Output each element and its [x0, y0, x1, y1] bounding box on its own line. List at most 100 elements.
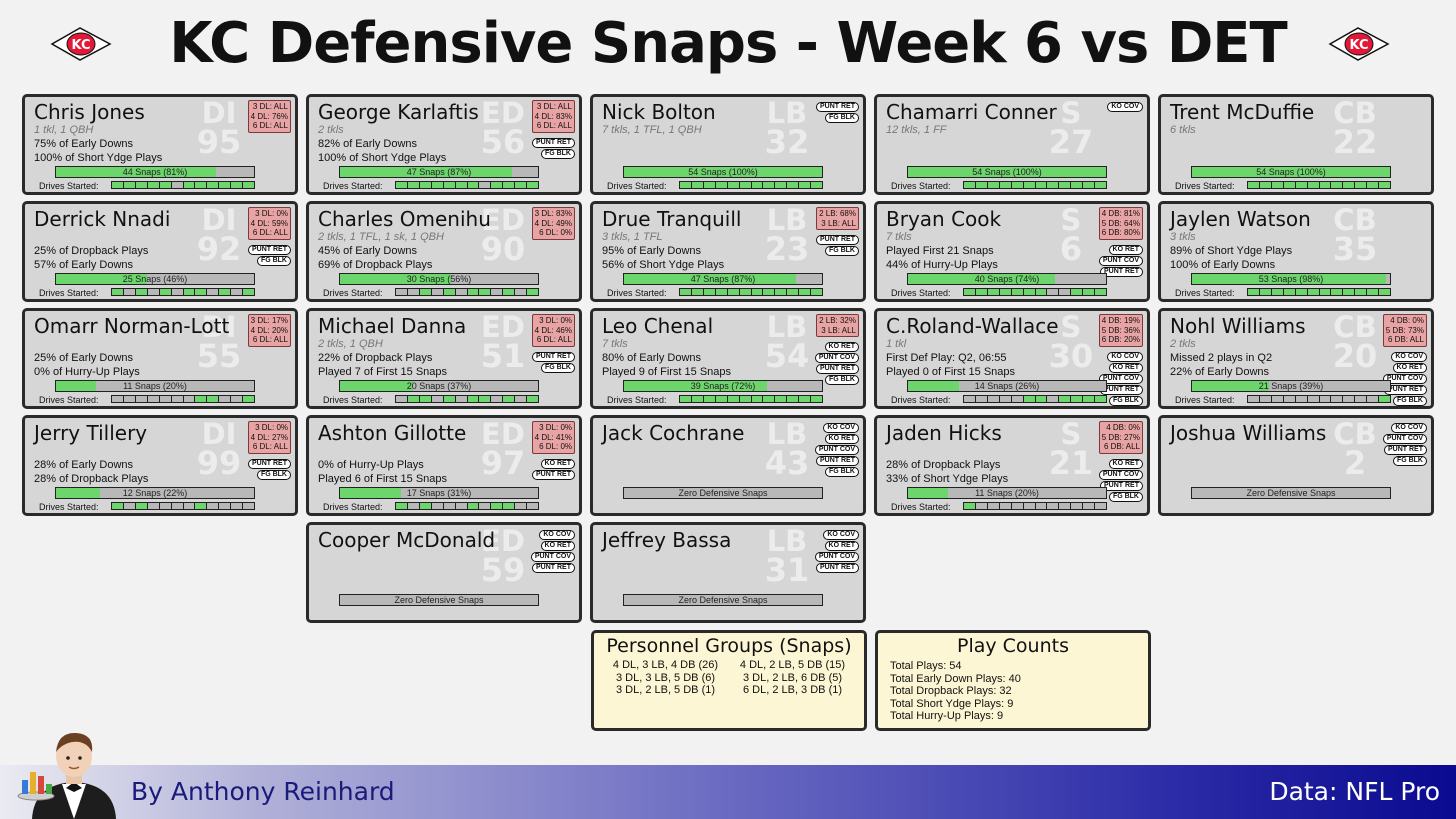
player-card[interactable]: ED 90 Charles Omenihu 2 tkls, 1 TFL, 1 sk, … [306, 201, 582, 302]
alignment-box: 3 DL: 0% 4 DL: 27% 6 DL: ALL [247, 421, 291, 454]
player-card[interactable]: CB 20 Nohl Williams 2 tkls Missed 2 plays in… [1158, 308, 1434, 409]
position-label: S [1060, 310, 1082, 344]
drive-cell [703, 182, 716, 188]
drive-cell [1095, 289, 1107, 295]
drive-cell [1083, 396, 1096, 402]
alignment-box: 3 DL: 0% 4 DL: 41% 6 DL: 0% [531, 421, 575, 454]
special-teams-badge: FG BLK [824, 467, 859, 477]
snap-bar: 39 Snaps (72%) [623, 380, 823, 392]
player-card[interactable]: LB 43 Jack Cochrane KO COV KO RET PUNT COV PUN… [590, 415, 866, 516]
player-name: Jack Cochrane [602, 421, 745, 445]
drive-cell [975, 289, 988, 295]
snap-bar-fill [340, 381, 414, 391]
player-card[interactable]: DI 95 Chris Jones 1 tkl, 1 QBH 75% of Early … [22, 94, 298, 195]
drive-cell [811, 182, 823, 188]
drive-cell [491, 503, 504, 509]
drive-cell [987, 396, 1000, 402]
drive-cell [231, 396, 244, 402]
drive-cell [1023, 182, 1036, 188]
player-card[interactable]: LB 23 Drue Tranquill 3 tkls, 1 TFL 95% of Ea… [590, 201, 866, 302]
player-card[interactable]: ED 56 George Karlaftis 2 tkls 82% of Early D… [306, 94, 582, 195]
player-card[interactable]: LB 54 Leo Chenal 7 tkls 80% of Early Downs Pl… [590, 308, 866, 409]
drive-cell [207, 289, 220, 295]
alignment-line: 3 DL: 17% [250, 316, 288, 325]
position-label: S [1060, 417, 1082, 451]
snap-bar: 12 Snaps (22%) [55, 487, 255, 499]
drive-cell [1047, 289, 1060, 295]
usage-note: First Def Play: Q2, 06:55 [886, 352, 1007, 364]
drive-cell [183, 503, 196, 509]
drive-cell [680, 289, 692, 295]
usage-note: 95% of Early Downs [602, 245, 702, 257]
drive-cell [171, 289, 184, 295]
snap-bar-label: Zero Defensive Snaps [1246, 488, 1336, 498]
snap-bar-label: Zero Defensive Snaps [394, 595, 484, 605]
player-card[interactable]: ED 51 Michael Danna 2 tkls, 1 QBH 22% of Dro… [306, 308, 582, 409]
player-card[interactable]: CB 35 Jaylen Watson 3 tkls 89% of Short Ydge… [1158, 201, 1434, 302]
player-card[interactable]: S 21 Jaden Hicks 28% of Dropback Plays 33% o… [874, 415, 1150, 516]
jersey-number: 56 [480, 123, 526, 161]
drive-cell [455, 182, 468, 188]
player-card[interactable]: LB 32 Nick Bolton 7 tkls, 1 TFL, 1 QBH PUNT … [590, 94, 866, 195]
alignment-line: 2 LB: 68% [819, 209, 856, 218]
snap-bar: 30 Snaps (56%) [339, 273, 539, 285]
player-card[interactable]: CB 22 Trent McDuffie 6 tkls 54 Snaps (100%) D… [1158, 94, 1434, 195]
player-card[interactable]: DI 55 Omarr Norman-Lott 25% of Early Downs 0… [22, 308, 298, 409]
drives-started-strip [111, 395, 255, 403]
player-card[interactable]: ED 59 Cooper McDonald KO COV KO RET PUNT COV P… [306, 522, 582, 623]
drive-cell [1307, 182, 1320, 188]
snap-bar: 14 Snaps (26%) [907, 380, 1107, 392]
drive-cell [1083, 289, 1096, 295]
player-card[interactable]: S 30 C.Roland-Wallace 1 tkl First Def Play: … [874, 308, 1150, 409]
special-teams-badge: KO RET [540, 541, 575, 551]
drives-started-label: Drives Started: [323, 395, 383, 405]
drive-cell [207, 182, 220, 188]
drive-cell [1259, 289, 1272, 295]
special-teams-badge: FG BLK [1392, 395, 1427, 406]
player-card[interactable]: S 6 Bryan Cook 7 tkls Played First 21 Snaps 4… [874, 201, 1150, 302]
position-label: CB [1333, 310, 1377, 344]
drive-cell [975, 182, 988, 188]
snap-bar-fill [56, 381, 96, 391]
usage-note: Played 9 of First 15 Snaps [602, 366, 732, 378]
usage-note: 0% of Hurry-Up Plays [34, 366, 140, 378]
usage-note: 82% of Early Downs [318, 138, 418, 150]
usage-note: 56% of Short Ydge Plays [602, 259, 725, 271]
waiter-mascot-icon [17, 732, 116, 819]
player-card[interactable]: DI 99 Jerry Tillery 28% of Early Downs 28% o… [22, 415, 298, 516]
drive-cell [123, 289, 136, 295]
alignment-line: 6 DL: 0% [539, 228, 572, 237]
alignment-box: 4 DB: 19% 5 DB: 36% 6 DB: 20% [1098, 314, 1143, 347]
position-label: DI [201, 310, 237, 344]
player-card[interactable]: ED 97 Ashton Gillotte 0% of Hurry-Up Plays P… [306, 415, 582, 516]
drive-cell [147, 396, 160, 402]
jersey-number: 95 [196, 123, 242, 161]
drive-cell [1047, 182, 1060, 188]
drive-cell [231, 289, 244, 295]
drive-cell [503, 182, 516, 188]
drive-cell [1248, 289, 1260, 295]
alignment-box: 3 DL: 0% 4 DL: 46% 6 DL: ALL [531, 314, 575, 347]
special-teams-badges: PUNT RET FG BLK [532, 351, 575, 373]
drive-cell [1367, 182, 1380, 188]
drive-cell [1023, 503, 1036, 509]
player-card[interactable]: DI 92 Derrick Nnadi 25% of Dropback Plays 57… [22, 201, 298, 302]
drive-cell [1271, 182, 1284, 188]
drives-started-label: Drives Started: [1175, 181, 1235, 191]
player-card[interactable]: CB 2 Joshua Williams KO COV PUNT COV PUNT RET… [1158, 415, 1434, 516]
snap-bar-label: 20 Snaps (37%) [406, 381, 472, 391]
jersey-number: 59 [480, 551, 526, 589]
drive-cell [135, 503, 148, 509]
drive-cell [1355, 396, 1368, 402]
drive-cell [1355, 182, 1368, 188]
special-teams-badge: PUNT RET [816, 364, 859, 374]
drive-cell [171, 396, 184, 402]
drive-cell [1283, 182, 1296, 188]
jersey-watermark: S 27 [1043, 99, 1099, 159]
player-card[interactable]: LB 31 Jeffrey Bassa KO COV KO RET PUNT COV PUN… [590, 522, 866, 623]
player-card[interactable]: S 27 Chamarri Conner 12 tkls, 1 FF KO COV 54 … [874, 94, 1150, 195]
jersey-watermark: CB 2 [1327, 420, 1383, 480]
alignment-line: 6 DL: 0% [539, 442, 572, 451]
drive-cell [1271, 396, 1284, 402]
special-teams-badges: PUNT RET FG BLK [816, 235, 859, 256]
